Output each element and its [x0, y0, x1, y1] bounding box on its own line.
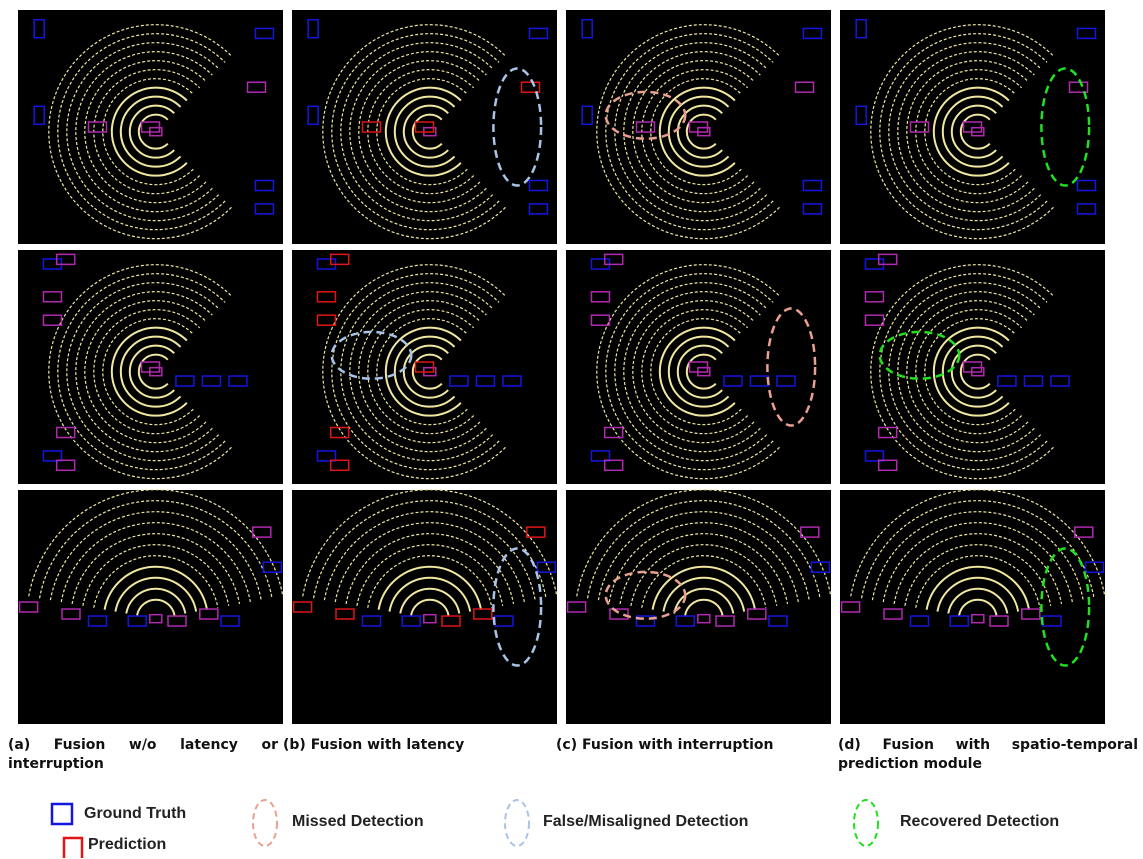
figure	[0, 0, 1143, 859]
legend-label: Recovered Detection	[900, 813, 1059, 831]
caption: (a) Fusion w/o latency or interruption	[8, 736, 278, 774]
page: {"captions": ["(a) Fusion w/o latency or…	[0, 0, 1143, 859]
legend-swatch	[505, 800, 529, 846]
caption: (d) Fusion with spatio-temporal predicti…	[838, 736, 1138, 774]
legend-label: Ground Truth	[84, 805, 186, 823]
legend-swatch	[52, 804, 72, 824]
lidar-panel	[566, 490, 831, 724]
lidar-panel	[18, 490, 283, 724]
legend-label: Missed Detection	[292, 813, 424, 831]
caption: (c) Fusion with interruption	[556, 736, 826, 755]
legend-label: Prediction	[88, 836, 166, 854]
legend-label: False/Misaligned Detection	[543, 813, 748, 831]
legend-swatch	[854, 800, 878, 846]
legend-swatch	[64, 838, 82, 858]
lidar-panel	[292, 490, 557, 724]
caption: (b) Fusion with latency	[283, 736, 553, 755]
legend-swatch	[253, 800, 277, 846]
lidar-panel	[840, 490, 1105, 724]
